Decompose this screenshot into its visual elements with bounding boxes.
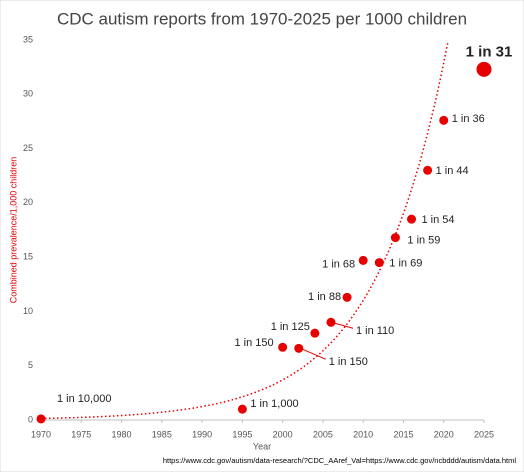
y-tick-label: 5 <box>28 360 33 370</box>
x-tick-label: 2025 <box>474 429 494 439</box>
point <box>310 328 320 338</box>
y-tick-label: 10 <box>23 306 33 316</box>
data-label: 1 in 110 <box>356 325 394 337</box>
x-tick-label: 2015 <box>393 429 413 439</box>
x-axis-label: Year <box>253 441 271 451</box>
x-tick-label: 2010 <box>353 429 373 439</box>
x-tick-label: 1980 <box>112 429 132 439</box>
y-tick-label: 15 <box>23 252 33 262</box>
y-tick-label: 0 <box>28 414 33 424</box>
x-tick-label: 1990 <box>192 429 212 439</box>
x-tick-label: 1970 <box>31 429 51 439</box>
point <box>326 317 336 327</box>
point <box>476 61 492 77</box>
point <box>390 233 400 243</box>
point <box>374 258 384 268</box>
x-tick-label: 1975 <box>71 429 91 439</box>
data-label: 1 in 150 <box>329 356 368 368</box>
data-label: 1 in 88 <box>308 291 341 303</box>
data-label: 1 in 36 <box>452 113 485 125</box>
point <box>439 115 449 125</box>
source: https://www.cdc.gov/autism/data-research… <box>163 456 516 465</box>
x-tick-label: 2005 <box>313 429 333 439</box>
y-tick-label: 20 <box>23 197 33 207</box>
point <box>423 165 433 175</box>
data-label: 1 in 69 <box>389 257 422 269</box>
x-tick-label: 1985 <box>152 429 172 439</box>
y-tick-label: 35 <box>23 34 33 44</box>
data-label: 1 in 31 <box>466 43 513 60</box>
leader-line <box>334 322 354 329</box>
leader-line <box>302 348 326 360</box>
data-label: 1 in 10,000 <box>57 393 111 405</box>
x-tick-label: 1995 <box>232 429 252 439</box>
y-axis-label: Combined prevalence/1,000 children <box>8 157 18 304</box>
data-label: 1 in 54 <box>422 214 455 226</box>
point <box>237 404 247 414</box>
x-tick-label: 2000 <box>273 429 293 439</box>
data-label: 1 in 1,000 <box>250 398 298 410</box>
data-label: 1 in 44 <box>436 165 469 177</box>
data-label: 1 in 59 <box>407 235 440 247</box>
point <box>342 292 352 302</box>
y-tick-label: 25 <box>23 143 33 153</box>
point <box>278 342 288 352</box>
data-label: 1 in 125 <box>271 321 310 333</box>
point <box>36 414 46 424</box>
chart-title: CDC autism reports from 1970-2025 per 10… <box>57 9 467 28</box>
point <box>358 255 368 265</box>
y-tick-label: 30 <box>23 89 33 99</box>
data-label: 1 in 150 <box>234 337 273 349</box>
point <box>294 343 304 353</box>
x-tick-label: 2020 <box>434 429 454 439</box>
trendline <box>41 42 449 420</box>
point <box>407 214 417 224</box>
data-label: 1 in 68 <box>322 258 355 270</box>
